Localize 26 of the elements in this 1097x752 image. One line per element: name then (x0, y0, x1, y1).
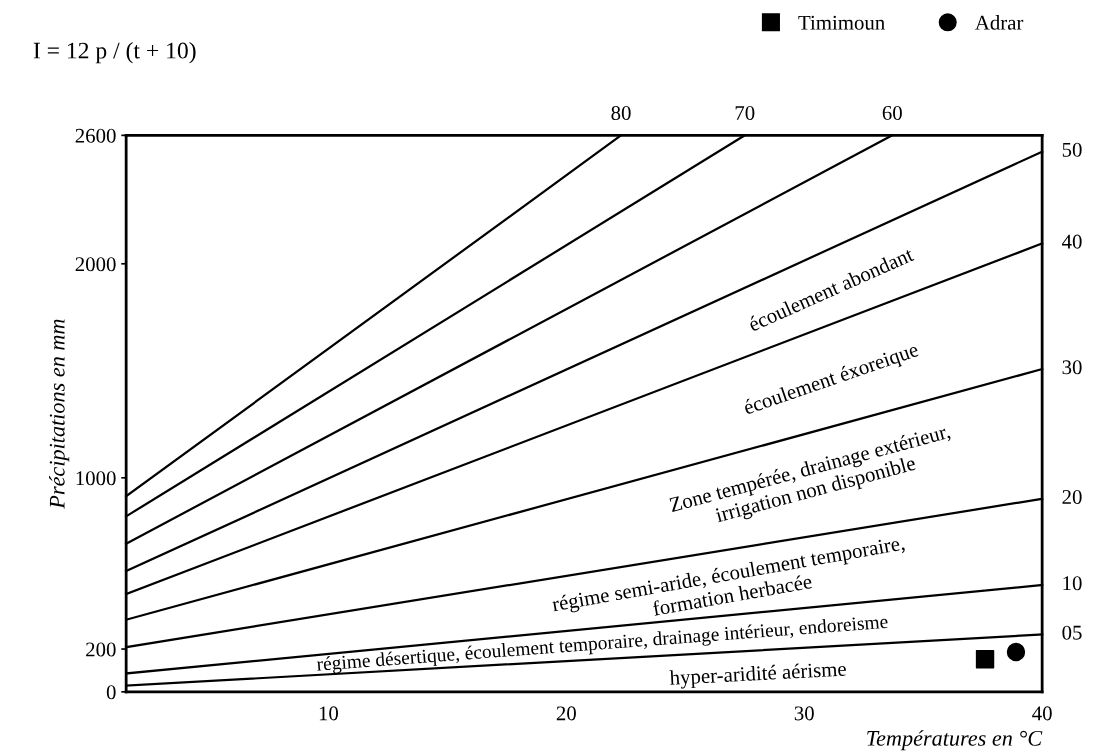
x-tick-label: 30 (794, 706, 814, 721)
series-label: 60 (882, 105, 902, 121)
y-tick-label: 200 (86, 642, 116, 657)
annotation: hyper-aridité aérisme (669, 661, 847, 690)
y-tick-label: 2600 (75, 128, 116, 143)
x-tick-label: 20 (556, 706, 576, 721)
y-axis-title: Précipitations en mm (49, 319, 70, 509)
chart-title: I = 12 p / (t + 10) (33, 41, 196, 64)
annotation: Zone tempérée, drainage extérieur, irrigation non disponible (668, 423, 952, 527)
series-label: 30 (1062, 360, 1082, 375)
series-label: 80 (611, 105, 631, 121)
annotation: régime semi-aride, écoulement temporaire, formation herbacée (551, 535, 906, 616)
series-label: 10 (1063, 576, 1082, 591)
series-label: 20 (1062, 489, 1082, 504)
x-tick-label: 40 (1032, 706, 1052, 721)
legend-label: Adrar (975, 15, 1024, 30)
y-tick-label: 2000 (75, 257, 116, 272)
series-label: 70 (735, 105, 755, 121)
series-label: 40 (1062, 234, 1082, 249)
series-label: 50 (1062, 142, 1082, 157)
y-tick-label: 1000 (76, 471, 116, 486)
legend-label: Timimoun (798, 15, 885, 30)
y-tick-label: 0 (106, 685, 116, 700)
series-label: 05 (1062, 625, 1082, 640)
x-tick-label: 10 (319, 706, 339, 721)
x-axis-title: Températures en °C (867, 730, 1043, 751)
